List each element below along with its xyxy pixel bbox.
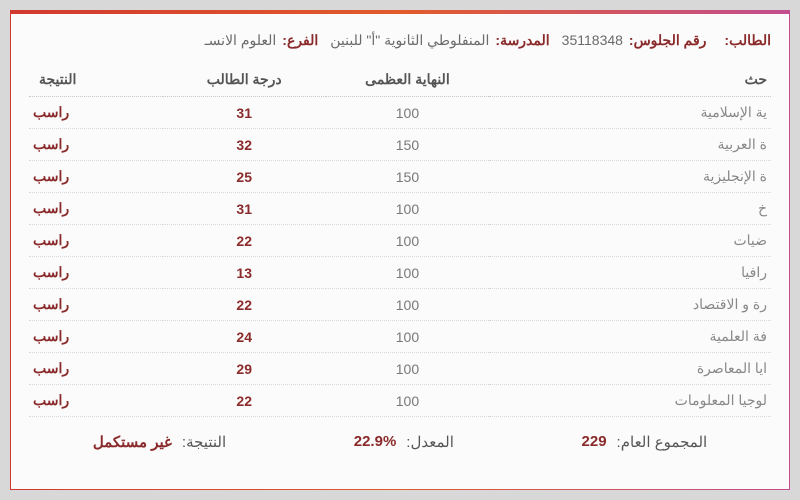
cell-max: 100 <box>326 193 489 225</box>
cell-result: راسب <box>29 193 163 225</box>
cell-max: 100 <box>326 385 489 417</box>
col-subject: حث <box>489 63 771 97</box>
cell-score: 22 <box>163 289 326 321</box>
cell-subject: رافيا <box>489 257 771 289</box>
cell-max: 100 <box>326 289 489 321</box>
table-row: رة و الاقتصاد10022راسب <box>29 289 771 321</box>
cell-score: 31 <box>163 97 326 129</box>
cell-max: 150 <box>326 161 489 193</box>
col-result: النتيجة <box>29 63 163 97</box>
table-row: ة الإنجليزية15025راسب <box>29 161 771 193</box>
cell-max: 100 <box>326 257 489 289</box>
cell-result: راسب <box>29 129 163 161</box>
cell-subject: ة الإنجليزية <box>489 161 771 193</box>
col-score: درجة الطالب <box>163 63 326 97</box>
table-row: ضيات10022راسب <box>29 225 771 257</box>
total-value: 229 <box>582 433 607 451</box>
branch-value: العلوم الانسـ <box>205 32 277 49</box>
student-name-label: الطالب: <box>724 32 771 49</box>
cell-result: راسب <box>29 225 163 257</box>
cell-result: راسب <box>29 353 163 385</box>
cell-max: 100 <box>326 353 489 385</box>
cell-result: راسب <box>29 161 163 193</box>
table-header-row: حث النهاية العظمى درجة الطالب النتيجة <box>29 63 771 97</box>
status-label: النتيجة: <box>182 433 226 451</box>
table-row: رافيا10013راسب <box>29 257 771 289</box>
cell-score: 32 <box>163 129 326 161</box>
cell-subject: ية الإسلامية <box>489 97 771 129</box>
cell-max: 100 <box>326 321 489 353</box>
col-max: النهاية العظمى <box>326 63 489 97</box>
seat-number-value: 35118348 <box>562 32 623 49</box>
seat-number-label: رقم الجلوس: <box>629 32 706 49</box>
table-row: ايا المعاصرة10029راسب <box>29 353 771 385</box>
cell-subject: ة العربية <box>489 129 771 161</box>
cell-subject: لوجيا المعلومات <box>489 385 771 417</box>
avg-label: المعدل: <box>406 433 454 451</box>
cell-subject: خ <box>489 193 771 225</box>
school-value: المنفلوطي الثانوية "أ" للبنين <box>330 32 489 49</box>
status-value: غير مستكمل <box>93 433 172 451</box>
cell-score: 29 <box>163 353 326 385</box>
cell-result: راسب <box>29 97 163 129</box>
table-row: لوجيا المعلومات10022راسب <box>29 385 771 417</box>
cell-score: 24 <box>163 321 326 353</box>
cell-subject: ايا المعاصرة <box>489 353 771 385</box>
table-row: خ10031راسب <box>29 193 771 225</box>
cell-max: 100 <box>326 225 489 257</box>
cell-subject: فة العلمية <box>489 321 771 353</box>
cell-result: راسب <box>29 257 163 289</box>
cell-subject: ضيات <box>489 225 771 257</box>
grades-table: حث النهاية العظمى درجة الطالب النتيجة ية… <box>29 63 771 417</box>
cell-result: راسب <box>29 321 163 353</box>
cell-score: 25 <box>163 161 326 193</box>
table-row: ة العربية15032راسب <box>29 129 771 161</box>
cell-score: 22 <box>163 385 326 417</box>
cell-score: 31 <box>163 193 326 225</box>
cell-score: 13 <box>163 257 326 289</box>
grades-body: ية الإسلامية10031راسبة العربية15032راسبة… <box>29 97 771 417</box>
cell-max: 150 <box>326 129 489 161</box>
result-card: الطالب: رقم الجلوس: 35118348 المدرسة: ال… <box>10 10 790 490</box>
cell-result: راسب <box>29 289 163 321</box>
branch-label: الفرع: <box>282 32 318 49</box>
table-row: فة العلمية10024راسب <box>29 321 771 353</box>
total-label: المجموع العام: <box>617 433 708 451</box>
avg-value: 22.9% <box>354 433 397 451</box>
school-label: المدرسة: <box>495 32 549 49</box>
cell-max: 100 <box>326 97 489 129</box>
cell-result: راسب <box>29 385 163 417</box>
student-header: الطالب: رقم الجلوس: 35118348 المدرسة: ال… <box>29 26 771 63</box>
cell-score: 22 <box>163 225 326 257</box>
cell-subject: رة و الاقتصاد <box>489 289 771 321</box>
summary-row: المجموع العام: 229 المعدل: 22.9% النتيجة… <box>29 417 771 451</box>
table-row: ية الإسلامية10031راسب <box>29 97 771 129</box>
